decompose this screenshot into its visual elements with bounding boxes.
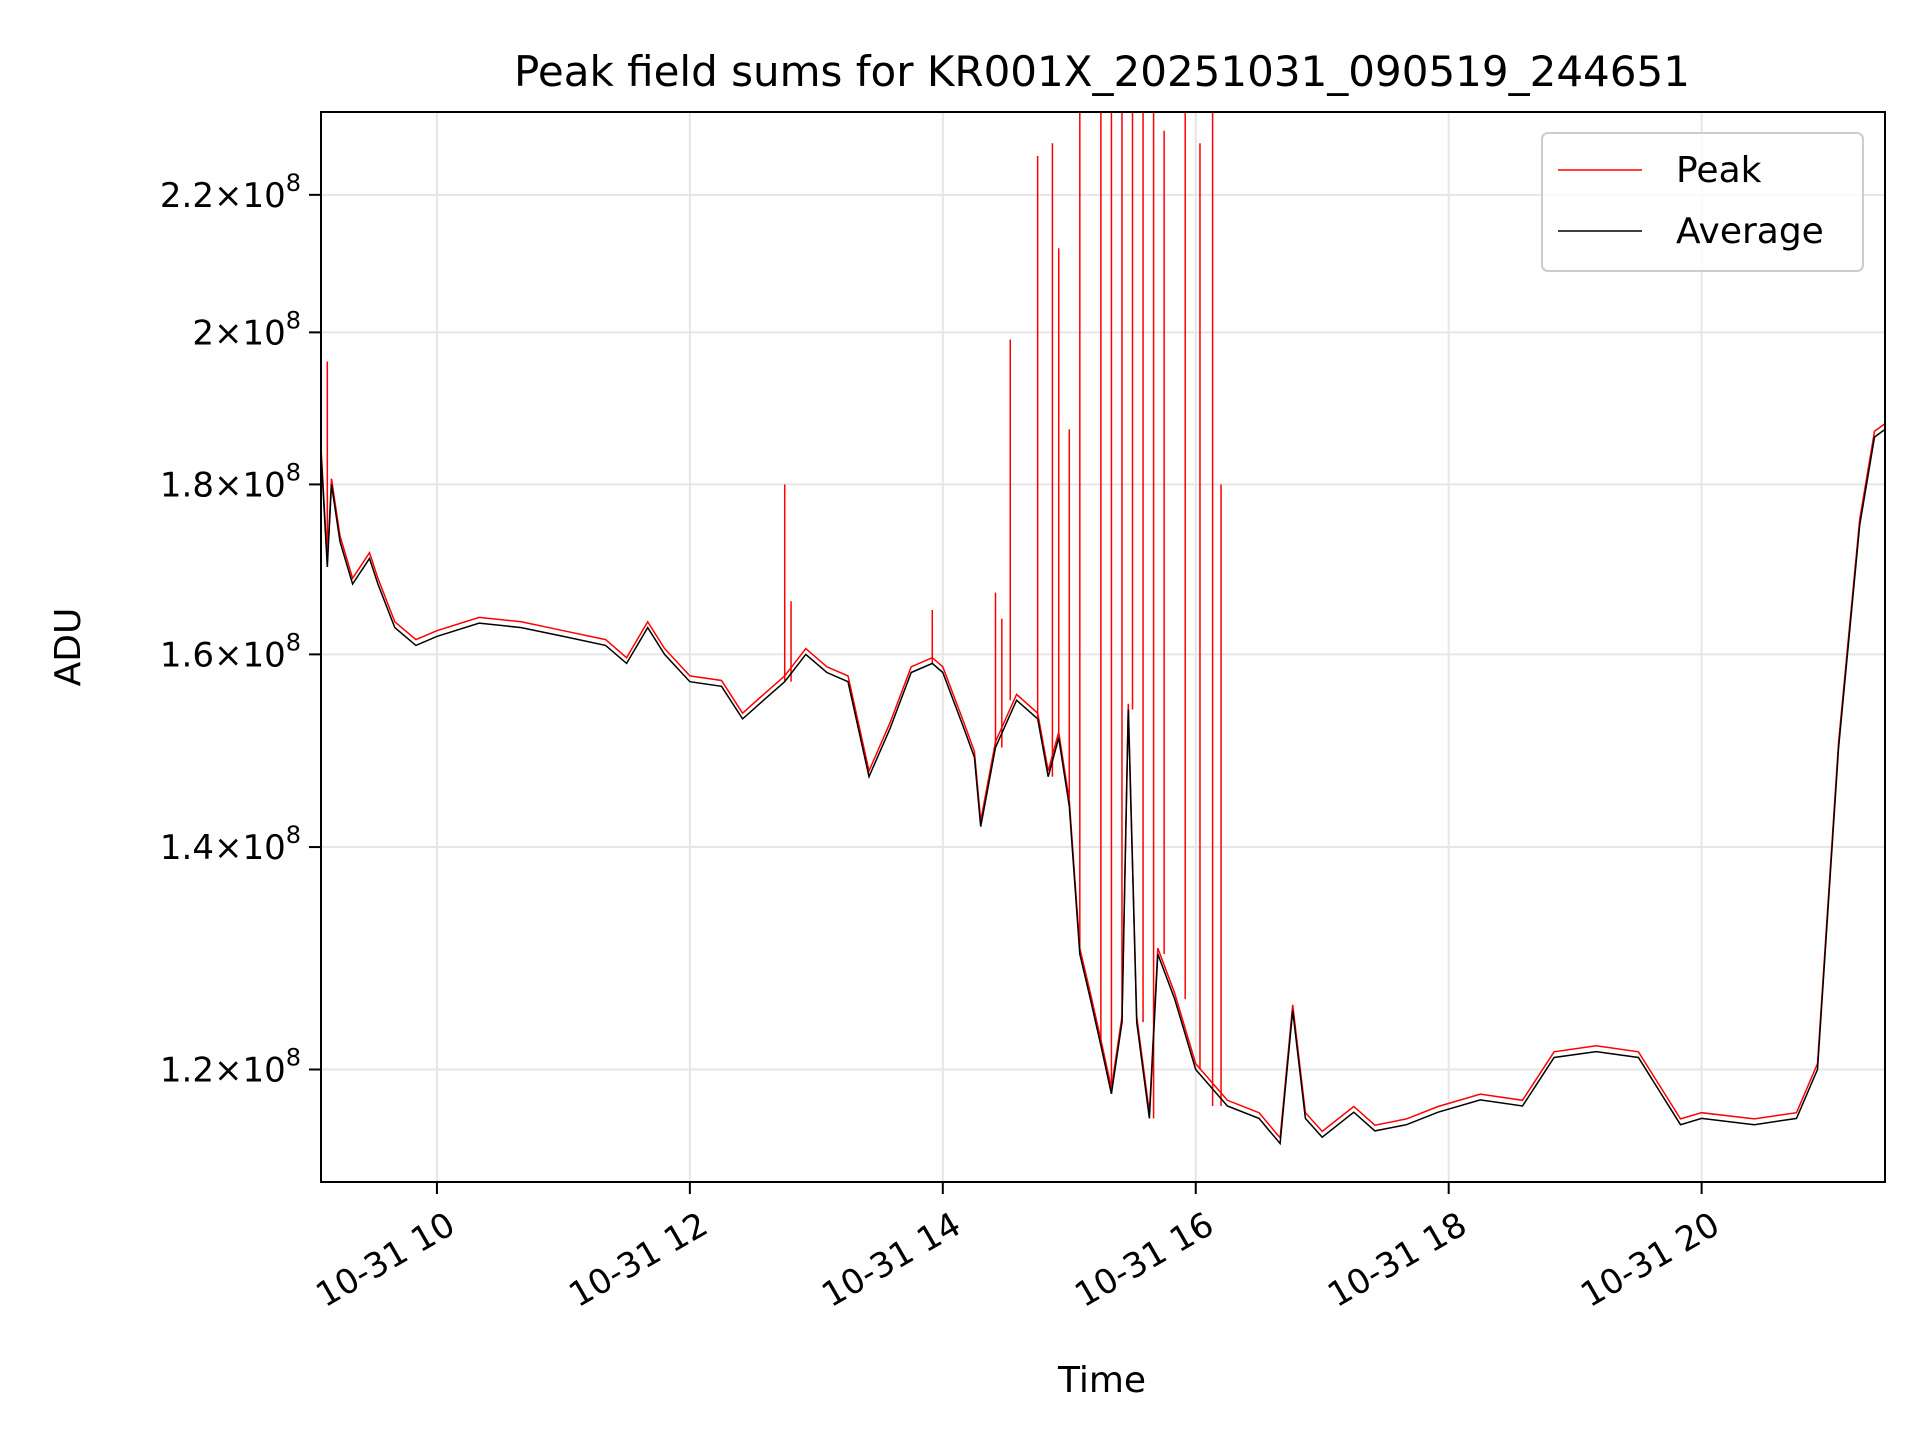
x-ticks: 10-31 10 10-31 12 10-31 14 10-31 16 10-31 18… (309, 1182, 1727, 1316)
y-tick-label: 2×108 (192, 306, 301, 353)
y-tick-label: 2.2×108 (160, 169, 301, 216)
x-tick-label: 10-31 18 (1321, 1205, 1473, 1316)
series-layer (320, 112, 1886, 1146)
plot-frame (320, 111, 1886, 1183)
y-tick-label: 1.6×108 (160, 628, 301, 675)
y-tick-label: 1.8×108 (160, 458, 301, 505)
y-tick-label: 1.4×108 (160, 821, 301, 868)
chart-title: Peak field sums for KR001X_20251031_0905… (514, 47, 1690, 96)
x-tick-label: 10-31 16 (1068, 1205, 1220, 1316)
x-tick-label: 10-31 14 (815, 1205, 967, 1316)
y-ticks: 1.2×108 1.4×108 1.6×108 1.8×108 2×108 2.2×108 (160, 169, 321, 1091)
y-axis-label: ADU (48, 608, 89, 687)
legend-box (1541, 132, 1864, 272)
legend-label-peak: Peak (1676, 150, 1762, 191)
series-line-average (320, 428, 1886, 1146)
legend-label-average: Average (1676, 211, 1824, 252)
x-tick-label: 10-31 10 (309, 1205, 461, 1316)
grid (321, 112, 1885, 1182)
x-tick-label: 10-31 20 (1574, 1205, 1726, 1316)
x-tick-label: 10-31 12 (562, 1205, 714, 1316)
series-line-peak (320, 422, 1886, 1140)
legend: Peak Average (1541, 132, 1864, 272)
x-axis-label: Time (1057, 1360, 1146, 1401)
y-tick-label: 1.2×108 (160, 1044, 301, 1091)
